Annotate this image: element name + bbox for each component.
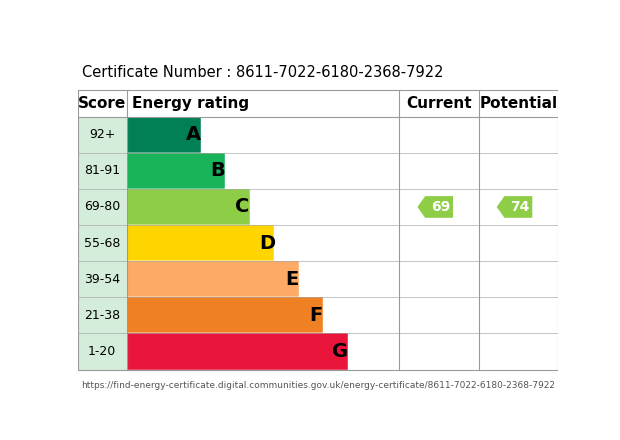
Bar xyxy=(127,225,274,261)
Bar xyxy=(78,153,127,189)
Text: A: A xyxy=(186,125,201,144)
Bar xyxy=(78,261,127,297)
Bar xyxy=(127,261,299,297)
Text: 1-20: 1-20 xyxy=(88,345,117,358)
Text: Potential: Potential xyxy=(479,96,557,111)
Text: Score: Score xyxy=(78,96,126,111)
Text: Energy rating: Energy rating xyxy=(132,96,249,111)
Bar xyxy=(78,117,127,153)
Polygon shape xyxy=(497,196,533,218)
Text: 74: 74 xyxy=(510,200,529,214)
Text: Current: Current xyxy=(406,96,472,111)
Text: G: G xyxy=(332,342,348,361)
Text: D: D xyxy=(259,234,275,253)
Bar xyxy=(78,334,127,370)
Text: 39-54: 39-54 xyxy=(84,273,120,286)
Text: 92+: 92+ xyxy=(89,128,115,141)
Bar xyxy=(127,153,225,189)
Text: https://find-energy-certificate.digital.communities.gov.uk/energy-certificate/86: https://find-energy-certificate.digital.… xyxy=(81,381,555,390)
Bar xyxy=(127,334,348,370)
Polygon shape xyxy=(417,196,453,218)
Text: 69: 69 xyxy=(431,200,450,214)
Text: 55-68: 55-68 xyxy=(84,237,120,249)
Bar xyxy=(78,225,127,261)
Text: Certificate Number : 8611-7022-6180-2368-7922: Certificate Number : 8611-7022-6180-2368… xyxy=(82,65,444,80)
Text: 69-80: 69-80 xyxy=(84,201,120,213)
Bar xyxy=(78,90,558,370)
Bar xyxy=(78,297,127,334)
Text: B: B xyxy=(210,161,225,180)
Text: 21-38: 21-38 xyxy=(84,309,120,322)
Text: E: E xyxy=(285,270,298,289)
Bar xyxy=(78,189,127,225)
Bar xyxy=(127,297,323,334)
Text: F: F xyxy=(309,306,322,325)
Text: C: C xyxy=(235,198,250,216)
Bar xyxy=(127,189,250,225)
Bar xyxy=(127,117,200,153)
Text: 81-91: 81-91 xyxy=(84,164,120,177)
